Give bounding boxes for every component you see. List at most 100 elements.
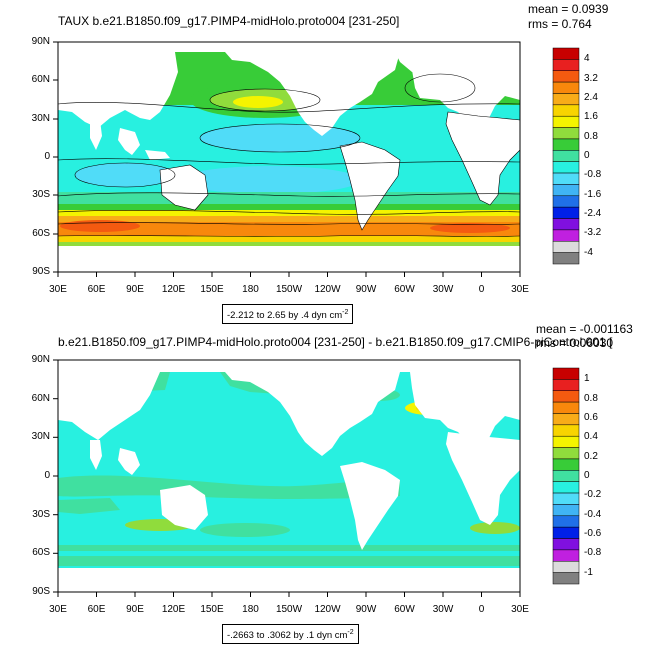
panel2-mean: mean = -0.001163	[536, 322, 633, 336]
panel2-lon-label: 150E	[200, 604, 224, 615]
panel2-colorbar-swatch	[552, 379, 580, 391]
panel1-colorbar-swatch	[552, 252, 580, 265]
panel1-plot	[53, 41, 521, 277]
panel2-info-text: -.2663 to .3062 by .1 dyn cm	[227, 630, 348, 642]
panel2-colorbar-label: 0.4	[584, 431, 598, 443]
panel2-colorbar-swatch	[552, 538, 580, 551]
panel2-colorbar-label: 1	[584, 373, 590, 385]
panel1-info-sup: -2	[342, 309, 349, 316]
panel2-colorbar-swatch	[552, 492, 580, 505]
panel1-colorbar-label: 2.4	[584, 92, 598, 104]
panel2-colorbar-swatch	[552, 572, 580, 585]
panel2-contour-info: -.2663 to .3062 by .1 dyn cm-2	[222, 624, 359, 645]
panel1-lat-label: 60S	[32, 227, 50, 239]
panel2-lon-label: 30E	[49, 604, 67, 615]
panel1-lat-label: 90S	[32, 266, 50, 277]
panel1-lon-label: 150E	[200, 284, 224, 295]
panel1-colorbar-swatch	[552, 47, 580, 60]
panel1-colorbar-label: 3.2	[584, 72, 598, 84]
panel1-colorbar-swatch	[552, 59, 580, 71]
panel1-colorbar-label: -3.2	[584, 227, 602, 239]
panel2-lat-label: 30N	[31, 431, 50, 443]
panel1-land	[58, 52, 520, 272]
panel2-colorbar-label: -0.2	[584, 489, 602, 501]
panel2-colorbar-swatch	[552, 458, 580, 471]
panel1-lon-label: 30W	[432, 284, 454, 295]
panel1-lat-label: 30N	[31, 112, 50, 124]
panel2-colorbar-label: -0.6	[584, 527, 602, 539]
panel1-lat-label: 30S	[32, 189, 50, 201]
panel2-colorbar-swatch	[552, 435, 580, 448]
panel2-colorbar-swatch	[552, 390, 580, 403]
panel2-colorbar-label: -0.8	[584, 547, 602, 559]
panel1-lon-label: 0	[478, 284, 485, 295]
panel2-colorbar-swatch	[552, 401, 580, 414]
panel1-colorbar-label: 0	[584, 150, 590, 161]
panel2-info-sup: -2	[347, 629, 354, 636]
panel1-colorbar-swatch	[552, 229, 580, 242]
panel2-lon-label: 60E	[87, 604, 106, 615]
panel1-colorbar-swatch	[552, 138, 580, 151]
panel1-lon-label: 60E	[87, 284, 106, 295]
panel1-colorbar	[552, 47, 580, 265]
panel1-colorbar-label: -4	[584, 246, 593, 258]
panel2-colorbar-swatch	[552, 481, 580, 494]
panel1-info-text: -2.212 to 2.65 by .4 dyn cm	[227, 310, 343, 322]
panel1-rms: rms = 0.764	[528, 17, 592, 31]
panel1-lon-label: 90W	[355, 284, 377, 295]
panel1-contour-info: -2.212 to 2.65 by .4 dyn cm-2	[222, 304, 354, 325]
panel1-colorbar-label: 4	[584, 53, 590, 65]
panel1-colorbar-label: -1.6	[584, 188, 602, 200]
panel2-colorbar-label: 0.6	[584, 412, 598, 424]
panel2-lon-label: 120E	[161, 604, 186, 615]
panel1-lat-label: 60N	[31, 74, 50, 86]
panel2-lon-label: 0	[478, 604, 485, 615]
panel1-lon-label: 120E	[161, 284, 186, 295]
panel2-lon-label: 150W	[275, 604, 303, 615]
panel2-colorbar-label: 0	[584, 470, 590, 481]
panel2-colorbar-swatch	[552, 549, 580, 562]
panel1-colorbar-swatch	[552, 206, 580, 219]
panel1-colorbar-swatch	[552, 70, 580, 83]
panel1-colorbar-swatch	[552, 127, 580, 140]
panel2-lat-label: 60N	[31, 392, 50, 404]
panel2-colorbar-swatch	[552, 504, 580, 517]
panel1-ticks	[53, 41, 521, 277]
panel2-lon-label: 120W	[314, 604, 341, 615]
panel2-colorbar-swatch	[552, 526, 580, 539]
panel1-colorbar-label: -2.4	[584, 207, 602, 219]
panel1-colorbar-label: 0.8	[584, 130, 598, 142]
panel2-lon-label: 90W	[355, 604, 377, 615]
panel1-colorbar-swatch	[552, 195, 580, 208]
panel1-colorbar-swatch	[552, 104, 580, 117]
panel1-lon-label: 30E	[511, 284, 529, 295]
panel2-colorbar-label: -1	[584, 566, 593, 578]
panel2-colorbar-swatch	[552, 561, 580, 573]
panel2-ticks	[53, 359, 521, 597]
panel1-mean: mean = 0.0939	[528, 2, 609, 16]
panel1-colorbar-swatch	[552, 161, 580, 174]
panel1-contours	[57, 73, 521, 237]
panel1-colorbar-swatch	[552, 218, 580, 231]
panel2-lon-label: 60W	[394, 604, 415, 615]
panel2-colorbar-label: 0.2	[584, 450, 598, 462]
panel1-colorbar-swatch	[552, 184, 580, 197]
panel2-colorbar-swatch	[552, 447, 580, 460]
panel2-colorbar-swatch	[552, 424, 580, 437]
panel2-lon-label: 30W	[432, 604, 454, 615]
panel2-colorbar-label: 0.8	[584, 392, 598, 404]
panel1-colorbar-swatch	[552, 241, 580, 253]
panel1-colorbar-label: 1.6	[584, 111, 598, 123]
panel2-lon-label: 30E	[511, 604, 529, 615]
panel2-colorbar-label: -0.4	[584, 508, 602, 520]
panel2-lat-label: 60S	[32, 547, 50, 559]
panel2-lat-label: 90N	[31, 354, 50, 365]
panel2-rms: rms = 0.06030	[536, 336, 614, 350]
panel2-land	[58, 372, 520, 592]
panel1-colorbar-swatch	[552, 150, 580, 162]
panel1-lon-label: 30E	[49, 284, 67, 295]
panel1-colorbar-swatch	[552, 115, 580, 128]
panel1-lat-label: 90N	[31, 36, 50, 47]
panel1-lat-label: 0	[44, 151, 50, 162]
